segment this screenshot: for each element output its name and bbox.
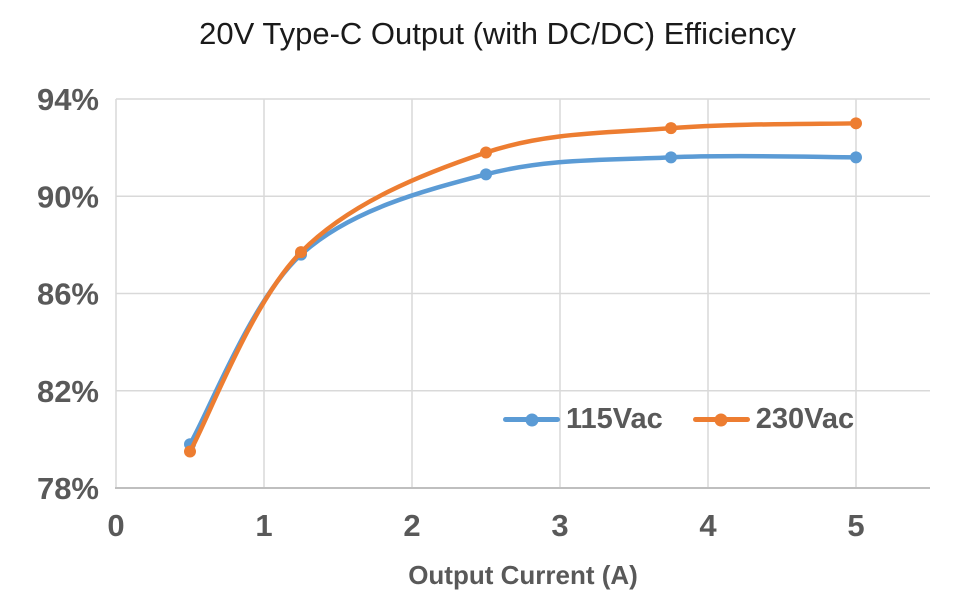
legend-label-230vac: 230Vac — [755, 403, 855, 435]
x-tick-label-0: 0 — [107, 508, 124, 543]
y-tick-label-86: 86% — [37, 277, 99, 312]
y-tick-label-82: 82% — [37, 374, 99, 409]
y-tick-label-78: 78% — [37, 471, 99, 506]
x-axis-title: Output Current (A) — [408, 560, 638, 590]
series-line-115vac — [187, 153, 859, 447]
x-tick-label-2: 2 — [403, 508, 420, 543]
data-point-230vac-3 — [665, 122, 677, 135]
data-point-230vac-1 — [295, 246, 307, 259]
legend-item-230vac[interactable]: 230Vac — [692, 403, 855, 435]
data-point-230vac-0 — [184, 445, 196, 458]
legend-marker-230vac — [692, 413, 750, 426]
legend-label-115vac: 115Vac — [566, 403, 663, 435]
y-tick-label-90: 90% — [37, 179, 99, 214]
legend-dot-icon — [525, 413, 538, 426]
legend-dot-icon — [714, 413, 728, 426]
y-tick-label-94: 94% — [37, 82, 99, 117]
data-point-230vac-2 — [480, 146, 492, 159]
x-tick-label-4: 4 — [699, 508, 717, 543]
chart-title: 20V Type-C Output (with DC/DC) Efficienc… — [199, 16, 796, 51]
series-line-230vac — [187, 121, 859, 454]
x-tick-label-3: 3 — [551, 508, 568, 543]
data-point-115vac-4 — [850, 151, 862, 164]
x-tick-label-1: 1 — [255, 508, 272, 543]
data-point-115vac-3 — [665, 151, 677, 164]
data-point-115vac-2 — [480, 168, 492, 181]
data-point-230vac-4 — [850, 117, 862, 130]
x-tick-label-5: 5 — [847, 508, 864, 543]
legend-item-115vac[interactable]: 115Vac — [503, 405, 663, 434]
legend: 115Vac 230Vac — [503, 405, 854, 434]
legend-marker-115vac — [503, 413, 560, 426]
